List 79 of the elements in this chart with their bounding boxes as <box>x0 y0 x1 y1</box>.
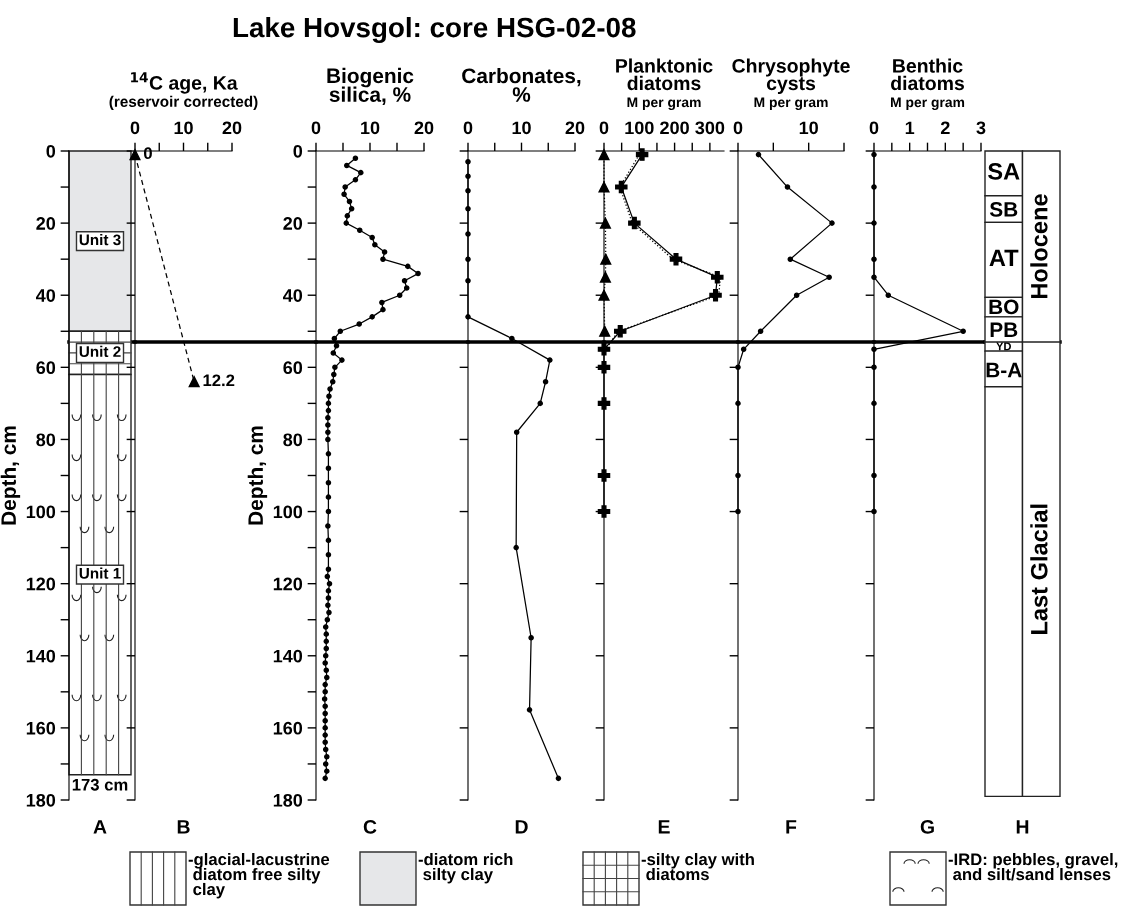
series-label: AT <box>989 249 1019 266</box>
x-tick-label: 0 <box>130 121 140 135</box>
text: -glacial-lacustrine diatom free silty clay <box>188 853 330 899</box>
y-tick-label: 100 <box>273 505 303 519</box>
y-tick-label: 180 <box>26 793 56 807</box>
y-tick-label: 0 <box>293 144 303 158</box>
y-tick-label: 120 <box>26 577 56 591</box>
x-tick-label: 1 <box>905 121 915 135</box>
annotation: 173 cm <box>72 778 128 791</box>
y-tick-label: 140 <box>273 649 303 663</box>
x-tick-label: 0 <box>733 121 743 135</box>
text: Lake Hovsgol: core HSG-02-08 <box>233 16 636 44</box>
series-label: Holocene <box>1030 194 1048 299</box>
text: -silty clay with diatoms <box>641 853 754 881</box>
annotation: Unit 3 <box>79 234 121 246</box>
y-tick-label: 160 <box>273 721 303 735</box>
series-label: PB <box>990 322 1018 337</box>
annotation: Unit 1 <box>79 567 121 579</box>
data-label: 12.2 <box>203 374 235 387</box>
x-axis-title: E <box>658 820 670 834</box>
series-label: YD <box>996 342 1011 351</box>
x-tick-label: 3 <box>976 121 986 135</box>
x-tick-label: 20 <box>222 121 242 135</box>
annotation: Unit 2 <box>79 345 121 358</box>
x-tick-label: 100 <box>625 121 654 135</box>
y-axis-title: Depth, cm <box>0 426 21 525</box>
x-axis-title: D <box>515 820 528 834</box>
x-axis-title: B <box>177 820 190 834</box>
x-tick-label: 0 <box>311 121 321 135</box>
y-tick-label: 60 <box>36 361 56 375</box>
y-tick-label: 80 <box>36 433 56 447</box>
text: -IRD: pebbles, gravel, and silt/sand lenses <box>948 853 1118 881</box>
x-tick-label: 20 <box>565 121 585 135</box>
chart-subtitle: M per gram <box>627 97 701 110</box>
x-tick-label: 200 <box>660 121 689 135</box>
y-tick-label: 40 <box>283 289 303 302</box>
x-axis-title: H <box>1016 820 1029 834</box>
y-tick-label: 20 <box>283 217 303 230</box>
x-axis-title: G <box>920 819 934 834</box>
chart-subtitle: (reservoir corrected) <box>109 95 258 110</box>
text: -diatom rich silty clay <box>418 853 513 884</box>
x-tick-label: 10 <box>174 121 193 135</box>
chart-title: Chrysophyte cysts <box>732 58 850 94</box>
y-tick-label: 80 <box>283 433 303 447</box>
y-tick-label: 60 <box>283 361 303 375</box>
x-tick-label: 0 <box>463 121 473 135</box>
x-tick-label: 10 <box>361 121 380 135</box>
x-tick-label: 300 <box>695 121 725 135</box>
series-label: Last Glacial <box>1030 504 1048 634</box>
y-axis-title: Depth, cm <box>247 426 268 525</box>
x-tick-label: 2 <box>940 121 950 135</box>
chart-subtitle: M per gram <box>891 97 965 110</box>
chart-title: Biogenic silica, % <box>327 67 414 105</box>
y-tick-label: 160 <box>26 721 56 735</box>
y-tick-label: 120 <box>273 577 303 591</box>
series-label: B-A <box>986 362 1022 378</box>
y-tick-label: 40 <box>36 289 56 302</box>
y-tick-label: 180 <box>273 793 303 807</box>
y-tick-label: 0 <box>46 144 56 158</box>
chart-title: Planktonic diatoms <box>616 58 713 91</box>
x-axis-title: C <box>363 819 377 834</box>
chart-title: $^{14}$C age, Ka <box>131 72 238 94</box>
x-tick-label: 0 <box>599 121 609 135</box>
series-label: BO <box>989 299 1019 315</box>
y-tick-label: 140 <box>26 649 56 663</box>
x-axis-title: A <box>93 820 107 834</box>
data-label: 0 <box>143 147 152 160</box>
y-tick-label: 20 <box>36 217 56 230</box>
x-tick-label: 10 <box>512 121 531 135</box>
x-tick-label: 0 <box>869 121 879 135</box>
x-axis-title: F <box>786 820 797 834</box>
x-tick-label: 20 <box>414 121 434 135</box>
chart-title: Carbonates, % <box>462 67 581 102</box>
chart-title: Benthic diatoms <box>891 58 964 91</box>
series-label: SB <box>989 202 1018 217</box>
y-tick-label: 100 <box>26 505 56 519</box>
series-label: SA <box>988 162 1020 180</box>
x-tick-label: 10 <box>799 121 818 135</box>
chart-subtitle: M per gram <box>754 97 828 110</box>
